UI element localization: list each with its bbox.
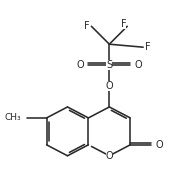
Text: F: F: [145, 42, 151, 52]
Text: O: O: [155, 140, 163, 150]
Text: CH₃: CH₃: [4, 113, 21, 122]
Text: S: S: [106, 60, 112, 70]
Text: O: O: [106, 151, 113, 161]
Text: O: O: [77, 60, 84, 70]
Text: O: O: [106, 81, 113, 91]
Text: F: F: [121, 19, 126, 29]
Text: F: F: [84, 21, 89, 31]
Text: O: O: [134, 60, 142, 70]
